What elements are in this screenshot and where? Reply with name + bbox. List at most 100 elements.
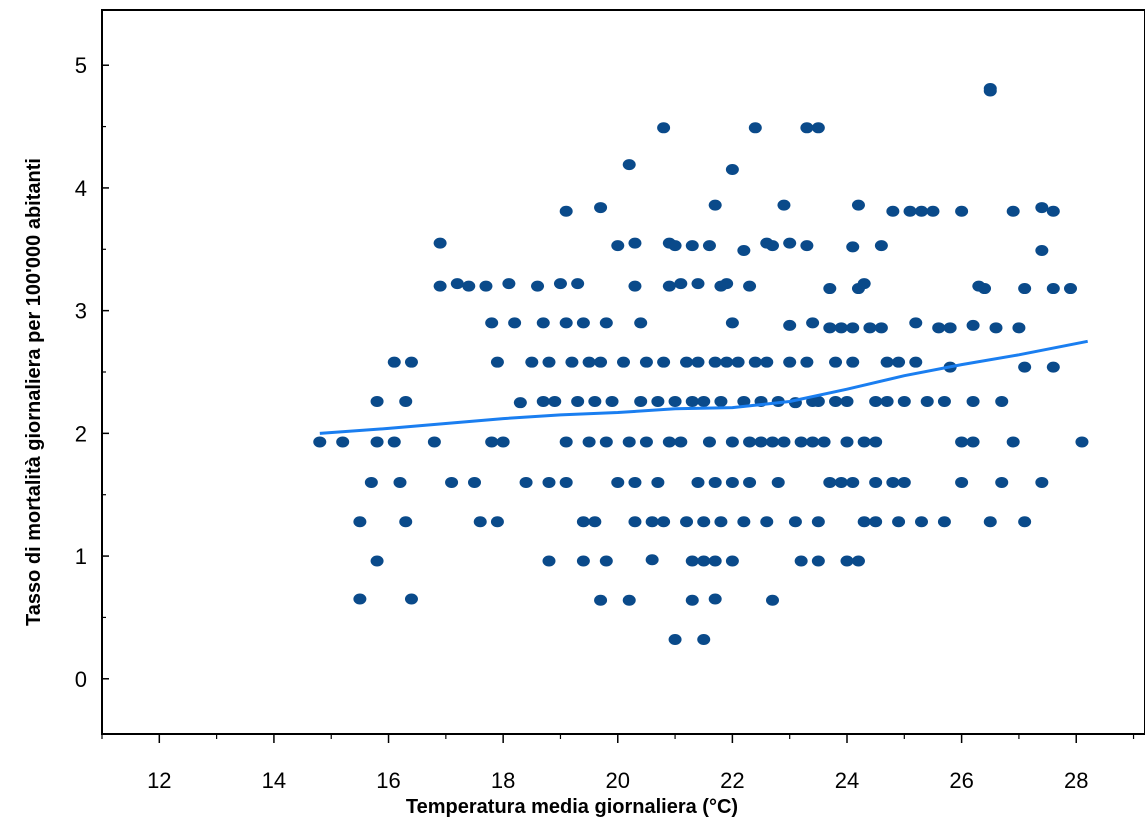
data-point <box>1018 516 1032 528</box>
data-point <box>708 199 722 211</box>
x-tick-label: 20 <box>606 768 630 793</box>
data-point <box>708 356 722 368</box>
data-point <box>766 240 779 252</box>
data-point <box>811 555 825 567</box>
data-point <box>846 356 860 368</box>
data-point <box>1018 361 1032 373</box>
x-tick-label: 28 <box>1064 768 1088 793</box>
data-point <box>737 395 751 407</box>
data-point <box>685 555 699 567</box>
data-point <box>983 516 997 528</box>
data-point <box>857 278 871 290</box>
data-point <box>955 436 969 448</box>
data-point <box>588 395 602 407</box>
data-point <box>840 555 854 567</box>
data-point <box>490 356 504 368</box>
data-point <box>880 395 894 407</box>
data-point <box>594 594 608 606</box>
data-point <box>536 317 550 329</box>
data-point <box>794 555 808 567</box>
data-point <box>674 436 688 448</box>
data-point <box>571 395 585 407</box>
data-point <box>708 593 722 605</box>
data-point <box>725 164 739 176</box>
data-point <box>657 122 671 134</box>
data-point <box>955 476 969 488</box>
data-point <box>766 594 779 606</box>
data-point <box>697 516 711 528</box>
data-point <box>594 356 608 368</box>
data-point <box>783 356 797 368</box>
y-tick-label: 4 <box>75 176 87 201</box>
data-point <box>760 356 774 368</box>
data-point <box>685 594 699 606</box>
data-point <box>725 555 739 567</box>
data-point <box>697 634 711 646</box>
data-point <box>725 317 739 329</box>
data-point <box>892 516 906 528</box>
data-point <box>702 240 716 252</box>
data-point <box>657 356 671 368</box>
data-point <box>662 436 676 448</box>
data-point <box>450 278 464 290</box>
data-point <box>399 395 413 407</box>
data-point <box>800 122 814 134</box>
data-point <box>634 395 648 407</box>
data-point <box>760 516 774 528</box>
data-point <box>599 555 613 567</box>
data-point <box>370 436 384 448</box>
data-point <box>1018 283 1032 295</box>
data-point <box>869 436 883 448</box>
data-point <box>983 83 997 95</box>
data-point <box>811 395 825 407</box>
data-point <box>393 476 407 488</box>
data-point <box>599 436 613 448</box>
y-tick-label: 1 <box>75 544 87 569</box>
data-point <box>851 199 865 211</box>
data-point <box>622 436 636 448</box>
data-point <box>737 516 751 528</box>
data-point <box>387 356 401 368</box>
data-point <box>880 356 894 368</box>
data-point <box>915 205 928 217</box>
data-point <box>920 395 934 407</box>
data-point <box>846 322 860 334</box>
data-point <box>897 476 911 488</box>
data-point <box>766 436 779 448</box>
data-point <box>725 436 739 448</box>
data-point <box>634 317 648 329</box>
x-tick-label: 26 <box>949 768 973 793</box>
data-point <box>720 278 734 290</box>
data-point <box>903 205 917 217</box>
y-tick-label: 2 <box>75 421 87 446</box>
data-point <box>788 516 802 528</box>
data-point <box>874 240 888 252</box>
data-point <box>783 319 797 331</box>
data-point <box>714 395 728 407</box>
data-point <box>966 436 980 448</box>
data-point <box>622 159 636 171</box>
data-point <box>559 436 573 448</box>
data-point <box>542 356 556 368</box>
data-point <box>932 322 946 334</box>
plot-frame <box>101 9 1145 735</box>
data-point <box>617 356 630 368</box>
data-point <box>1035 245 1049 257</box>
data-point <box>370 555 384 567</box>
data-point <box>823 283 837 295</box>
data-point <box>829 356 843 368</box>
data-point <box>611 476 625 488</box>
data-point <box>811 122 825 134</box>
y-tick-label: 0 <box>75 667 87 692</box>
data-point <box>743 436 757 448</box>
data-point <box>353 516 367 528</box>
data-point <box>576 555 590 567</box>
x-axis: 12 14 16 18 20 22 24 26 28 <box>101 734 1135 793</box>
data-point <box>829 395 843 407</box>
data-point <box>800 240 814 252</box>
data-point <box>995 395 1009 407</box>
data-point <box>571 278 585 290</box>
data-point <box>594 202 608 214</box>
data-point <box>502 278 516 290</box>
data-point <box>1046 283 1060 295</box>
